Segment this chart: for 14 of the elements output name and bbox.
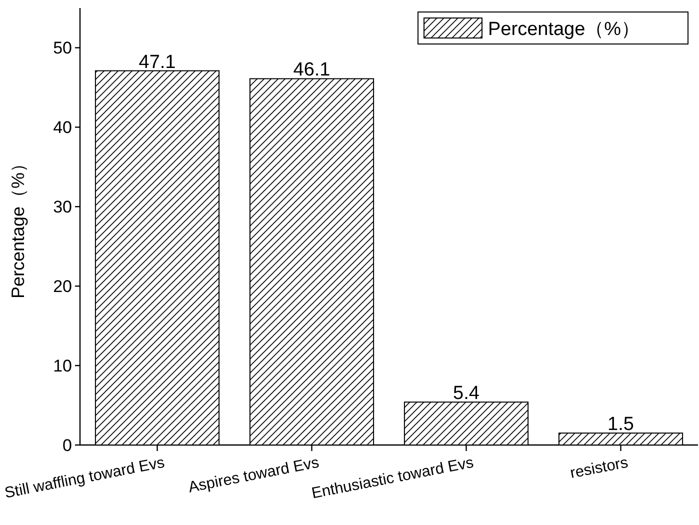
data-label: 5.4 — [453, 383, 480, 404]
x-tick-label: Still waffling toward Evs — [3, 454, 166, 502]
data-label: 1.5 — [608, 414, 634, 436]
y-tick-label: 10 — [53, 356, 72, 376]
y-tick-label: 0 — [62, 436, 72, 455]
y-tick-label: 30 — [53, 198, 72, 217]
legend-label: Percentage（%） — [488, 19, 640, 40]
y-tick-label: 50 — [53, 38, 72, 58]
y-tick-label: 20 — [53, 277, 72, 296]
y-axis-title: Percentage（%） — [8, 154, 28, 299]
x-tick-label: resistors — [568, 454, 630, 482]
data-label: 46.1 — [293, 60, 330, 81]
data-label: 47.1 — [138, 52, 176, 73]
y-tick-label: 40 — [53, 118, 72, 138]
